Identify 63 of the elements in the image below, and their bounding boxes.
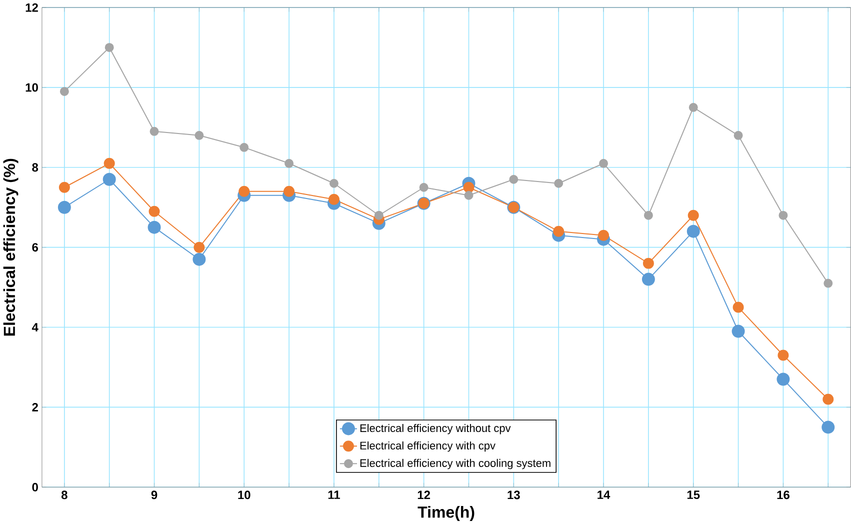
point [148,220,161,234]
point [688,210,699,221]
point [732,302,744,313]
y-tick-label: 12 [26,3,38,12]
point [732,324,745,338]
point [776,372,790,386]
x-tick-label: 8 [61,490,68,500]
point [238,186,250,197]
point [686,224,700,238]
y-tick-label: 4 [32,323,38,332]
point [148,206,160,217]
point [60,86,69,96]
point [642,272,655,286]
point [150,126,159,136]
point [58,182,70,193]
y-tick-label: 8 [32,163,38,172]
point [192,252,206,266]
x-tick-label: 13 [508,490,520,500]
y-tick-label: 10 [26,83,38,92]
point [284,186,295,197]
point [328,194,340,205]
legend-label: Electrical efficiency with cpv [360,441,496,452]
legend-label: Electrical efficiency with cooling system [360,458,550,469]
legend-label: Electrical efficiency without cpv [360,424,511,434]
x-tick-label: 10 [238,490,250,500]
point [374,210,384,220]
y-tick-label: 6 [32,242,38,252]
point [194,242,205,253]
point [509,174,518,184]
x-tick-label: 15 [687,490,700,499]
point [599,158,608,168]
point [58,200,71,214]
point [463,182,474,193]
x-tick-label: 14 [598,490,610,499]
point [104,42,114,52]
point [734,130,743,140]
x-tick-label: 9 [151,490,158,500]
y-axis-title: Electrical efficiency (%) [3,158,18,336]
point [104,158,115,169]
point [644,210,653,220]
point [194,130,204,140]
point [240,142,249,152]
point [822,394,834,405]
point [419,182,428,192]
point [824,278,833,288]
x-tick-label: 16 [777,490,790,500]
x-axis-title: Time(h) [418,506,474,521]
point [554,178,564,188]
point [329,178,338,188]
point [102,172,116,186]
y-tick-label: 0 [32,482,38,492]
point [778,210,788,220]
point [553,226,564,237]
x-tick-label: 11 [328,490,340,499]
point [284,158,294,168]
point [822,420,835,434]
point [688,102,698,112]
point [778,350,789,361]
x-tick-label: 12 [418,490,430,499]
point [464,190,474,200]
point [642,258,654,269]
y-tick-label: 2 [32,402,38,412]
point [598,230,610,241]
